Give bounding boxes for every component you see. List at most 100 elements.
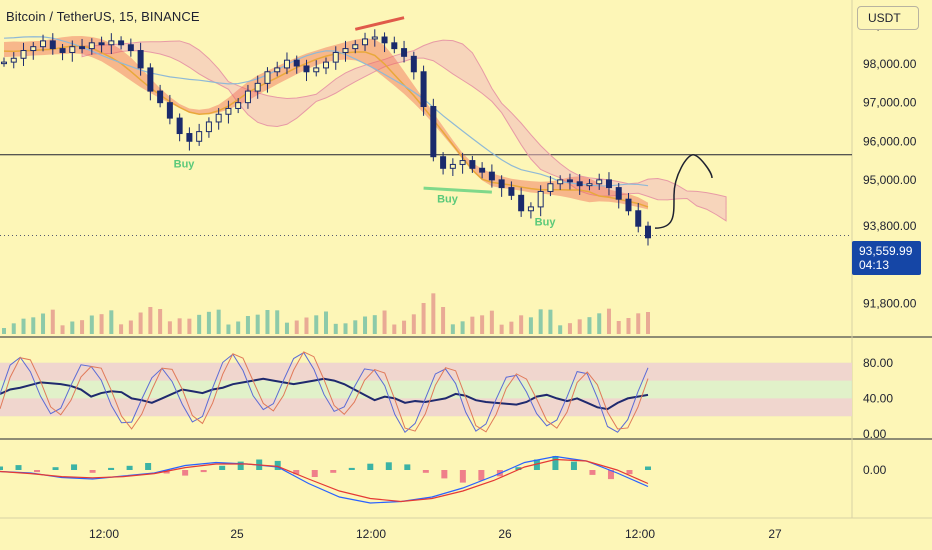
volume-bar — [31, 317, 36, 334]
buy-signal-label: Buy — [174, 159, 196, 171]
ichimoku-cloud — [81, 39, 727, 222]
volume-bar — [206, 311, 211, 334]
candle-body — [371, 36, 378, 40]
macd-histogram-bar — [367, 463, 374, 470]
price-tick-label: 97,000.00 — [863, 96, 917, 110]
stoch-tick-label: 40.00 — [863, 391, 893, 405]
macd-line — [0, 455, 649, 504]
buy-signal-label: Buy — [535, 216, 557, 228]
candle-body — [313, 67, 320, 73]
candle-body — [410, 55, 417, 73]
candle-body — [235, 102, 242, 109]
volume-bar — [616, 321, 621, 334]
candle-body — [1, 61, 7, 65]
volume-bar — [646, 312, 650, 334]
volume-bar — [499, 324, 504, 334]
macd-histogram-bar — [311, 470, 318, 477]
macd-histogram-bar — [145, 463, 152, 470]
candle-body — [118, 40, 125, 46]
price-tick-label: 98,000.00 — [863, 57, 917, 71]
volume-bar — [187, 318, 192, 334]
volume-bar — [382, 310, 387, 334]
volume-bar — [333, 323, 338, 334]
volume-bar — [567, 323, 572, 334]
volume-bar — [392, 324, 397, 334]
volume-bar — [167, 321, 172, 334]
candle-body — [352, 44, 359, 50]
candles-group — [1, 29, 651, 246]
macd-histogram-bar — [570, 461, 577, 470]
candle-body — [147, 67, 154, 92]
volume-bar — [148, 307, 153, 334]
candle-body — [420, 71, 427, 108]
volume-bar — [216, 309, 221, 334]
volume-bar — [21, 318, 26, 334]
stoch-k-line — [0, 351, 649, 433]
stoch-tick-label: 80.00 — [863, 356, 893, 370]
candle-body — [127, 44, 134, 52]
price-tick-label: 93,800.00 — [863, 219, 917, 233]
price-tick-label: 91,800.00 — [863, 296, 917, 310]
volume-bar — [119, 324, 124, 334]
volume-bar — [109, 310, 114, 334]
volume-bar — [2, 328, 6, 334]
candle-body — [362, 38, 369, 46]
candle-body — [615, 187, 622, 200]
candle-body — [508, 187, 515, 196]
candle-body — [576, 181, 583, 187]
macd-histogram-bar — [404, 464, 411, 470]
volume-bar — [294, 320, 299, 334]
stoch-upper-band — [0, 362, 852, 381]
candle-body — [293, 59, 300, 67]
macd-histogram-bar — [441, 470, 448, 479]
volume-bar — [128, 320, 133, 334]
bar-countdown-label: 04:13 — [859, 258, 890, 272]
volume-bar — [636, 313, 641, 334]
volume-bar — [324, 311, 328, 334]
candle-body — [332, 51, 339, 63]
candle-body — [88, 42, 95, 50]
volume-group — [2, 293, 650, 334]
candle-body — [557, 179, 564, 185]
sell-signal-line — [354, 16, 405, 31]
candle-body — [547, 183, 554, 192]
stoch-tick-label: 0.00 — [863, 427, 887, 441]
macd-histogram-bar — [15, 465, 22, 470]
macd-histogram-bar — [219, 465, 226, 470]
candle-body — [244, 90, 251, 104]
candle-body — [254, 82, 261, 92]
current-price-label: 93,559.99 — [859, 244, 913, 258]
volume-bar — [70, 321, 75, 334]
volume-bar — [158, 309, 163, 334]
volume-bar — [548, 309, 553, 334]
macd-histogram-bar — [200, 470, 207, 473]
macd-histogram-bar — [330, 470, 337, 473]
time-tick-label: 27 — [768, 527, 782, 541]
candle-body — [264, 71, 271, 84]
candle-body — [342, 48, 349, 53]
candle-body — [196, 131, 203, 142]
volume-bar — [363, 316, 368, 334]
candle-body — [401, 48, 408, 57]
macd-histogram-bar — [274, 460, 281, 470]
candle-body — [449, 163, 456, 169]
candle-body — [157, 90, 164, 104]
volume-bar — [265, 310, 270, 334]
macd-histogram-bar — [237, 461, 244, 470]
volume-bar — [89, 315, 94, 334]
currency-button[interactable]: USDT — [857, 6, 919, 30]
candle-body — [381, 36, 388, 44]
candle-body — [586, 183, 593, 187]
symbol-title: Bitcoin / TetherUS, 15, BINANCE — [6, 9, 200, 24]
volume-bar — [470, 316, 475, 334]
volume-bar — [519, 315, 524, 334]
volume-bar — [11, 323, 16, 334]
candle-body — [49, 40, 56, 50]
volume-bar — [343, 323, 348, 334]
volume-bar — [226, 324, 231, 334]
volume-bar — [606, 308, 611, 334]
candle-body — [166, 102, 173, 119]
macd-histogram-bar — [0, 466, 3, 470]
